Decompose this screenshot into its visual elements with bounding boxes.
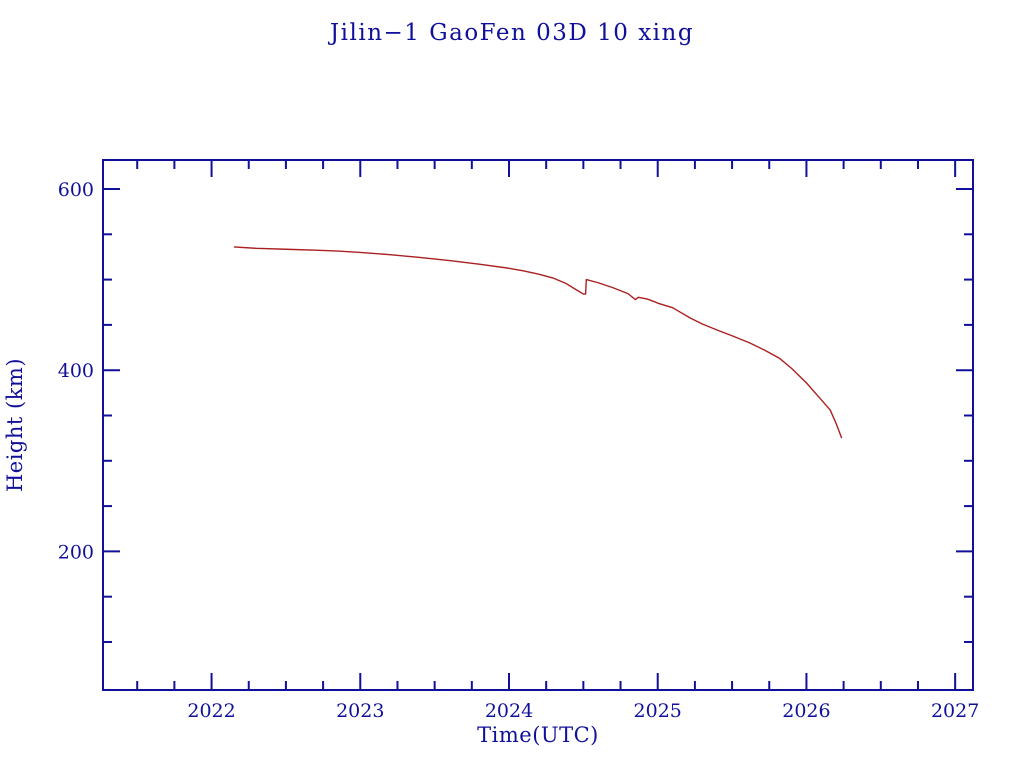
x-tick-label: 2027 [931,700,979,722]
y-axis-title: Height (km) [3,358,27,492]
y-tick-label: 200 [58,541,94,563]
y-tick-label: 400 [58,360,94,382]
orbital-height-km-line [233,246,843,439]
axes-and-ticks [102,159,974,691]
data-curve [233,246,843,439]
chart-title: Jilin−1 GaoFen 03D 10 xing [328,20,694,46]
x-tick-label: 2022 [187,700,235,722]
plot-frame [102,159,974,691]
y-tick-label: 600 [58,179,94,201]
x-tick-label: 2023 [336,700,384,722]
x-axis-title: Time(UTC) [477,723,599,747]
x-tick-label: 2026 [782,700,830,722]
x-tick-label: 2025 [634,700,682,722]
tick-labels: 2022 2023 2024 2025 2026 2027 200 400 600 [58,179,980,722]
x-tick-label: 2024 [485,700,533,722]
